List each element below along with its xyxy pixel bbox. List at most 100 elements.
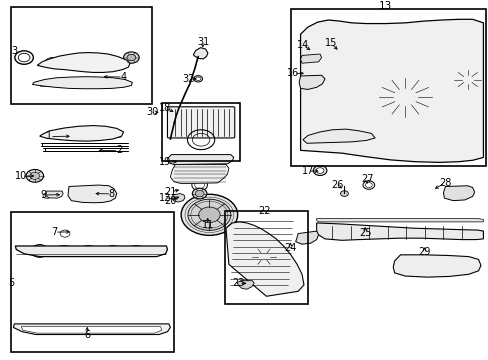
Bar [325,50,340,60]
Bar [47,131,56,137]
Circle shape [84,248,93,254]
Polygon shape [171,194,184,202]
Circle shape [453,69,481,89]
Circle shape [340,191,347,197]
Text: 8: 8 [109,189,115,199]
Circle shape [365,183,371,188]
Circle shape [243,242,284,271]
Bar [11,212,173,352]
Circle shape [86,190,96,197]
Text: 10: 10 [15,171,27,181]
Circle shape [362,181,374,189]
Circle shape [313,166,326,175]
Circle shape [48,60,56,66]
Circle shape [56,245,72,257]
Circle shape [79,58,93,67]
Circle shape [258,252,269,261]
Circle shape [378,78,431,117]
Bar [107,83,117,86]
Text: 13: 13 [379,1,392,11]
Circle shape [60,230,70,237]
Polygon shape [316,219,483,222]
Circle shape [51,249,56,253]
Text: 15: 15 [325,39,337,48]
Circle shape [300,233,313,243]
Polygon shape [21,327,161,333]
Circle shape [392,88,417,106]
Text: 25: 25 [359,228,371,238]
Polygon shape [299,75,325,89]
Circle shape [302,77,318,88]
Circle shape [62,58,76,67]
Polygon shape [68,185,117,203]
Polygon shape [37,53,130,72]
Circle shape [127,54,136,61]
Bar [83,83,93,86]
Text: 27: 27 [361,174,373,184]
Text: 29: 29 [418,247,430,257]
Circle shape [438,112,451,122]
Text: 22: 22 [257,206,270,216]
Circle shape [82,60,90,66]
Circle shape [132,248,141,254]
Circle shape [193,76,202,82]
Circle shape [76,249,81,253]
Polygon shape [41,143,128,146]
Polygon shape [45,191,63,198]
Circle shape [65,60,73,66]
Text: 30: 30 [146,107,159,117]
Polygon shape [15,246,167,257]
Circle shape [99,60,107,66]
Circle shape [124,249,129,253]
Circle shape [96,58,110,67]
Circle shape [60,248,68,254]
Polygon shape [316,223,483,240]
Text: 2: 2 [116,145,122,156]
Text: 5: 5 [8,278,15,288]
Circle shape [31,244,48,257]
Circle shape [316,168,324,174]
Polygon shape [392,255,480,277]
Text: 9: 9 [41,190,46,199]
Text: 20: 20 [164,195,176,206]
Bar [111,131,120,137]
Polygon shape [170,165,228,184]
Circle shape [181,194,237,235]
Bar [40,83,49,86]
Circle shape [108,248,117,254]
Circle shape [45,58,59,67]
Text: 28: 28 [438,178,450,188]
Circle shape [25,249,30,253]
Polygon shape [443,186,474,201]
Polygon shape [237,281,254,289]
Bar [63,131,72,137]
Circle shape [81,245,96,257]
Bar [79,131,87,137]
Polygon shape [300,54,321,63]
Polygon shape [167,154,233,165]
Text: 6: 6 [84,330,90,340]
Circle shape [101,249,105,253]
Circle shape [82,187,100,200]
Polygon shape [40,126,123,141]
Circle shape [26,170,43,182]
Bar [290,9,485,166]
Text: 26: 26 [330,180,343,190]
Text: 23: 23 [232,278,244,288]
Text: 19: 19 [159,157,171,167]
Circle shape [251,248,276,265]
Bar [322,48,342,62]
Text: 7: 7 [51,227,57,237]
Bar [224,211,307,305]
Text: 11: 11 [202,220,214,230]
Circle shape [147,249,152,253]
Circle shape [123,52,139,63]
Text: 3: 3 [11,46,18,56]
Polygon shape [43,148,128,151]
Text: 21: 21 [164,187,176,197]
Text: 14: 14 [296,40,308,50]
Bar [95,131,103,137]
Bar [161,103,239,161]
Circle shape [192,188,206,199]
Polygon shape [303,129,374,143]
